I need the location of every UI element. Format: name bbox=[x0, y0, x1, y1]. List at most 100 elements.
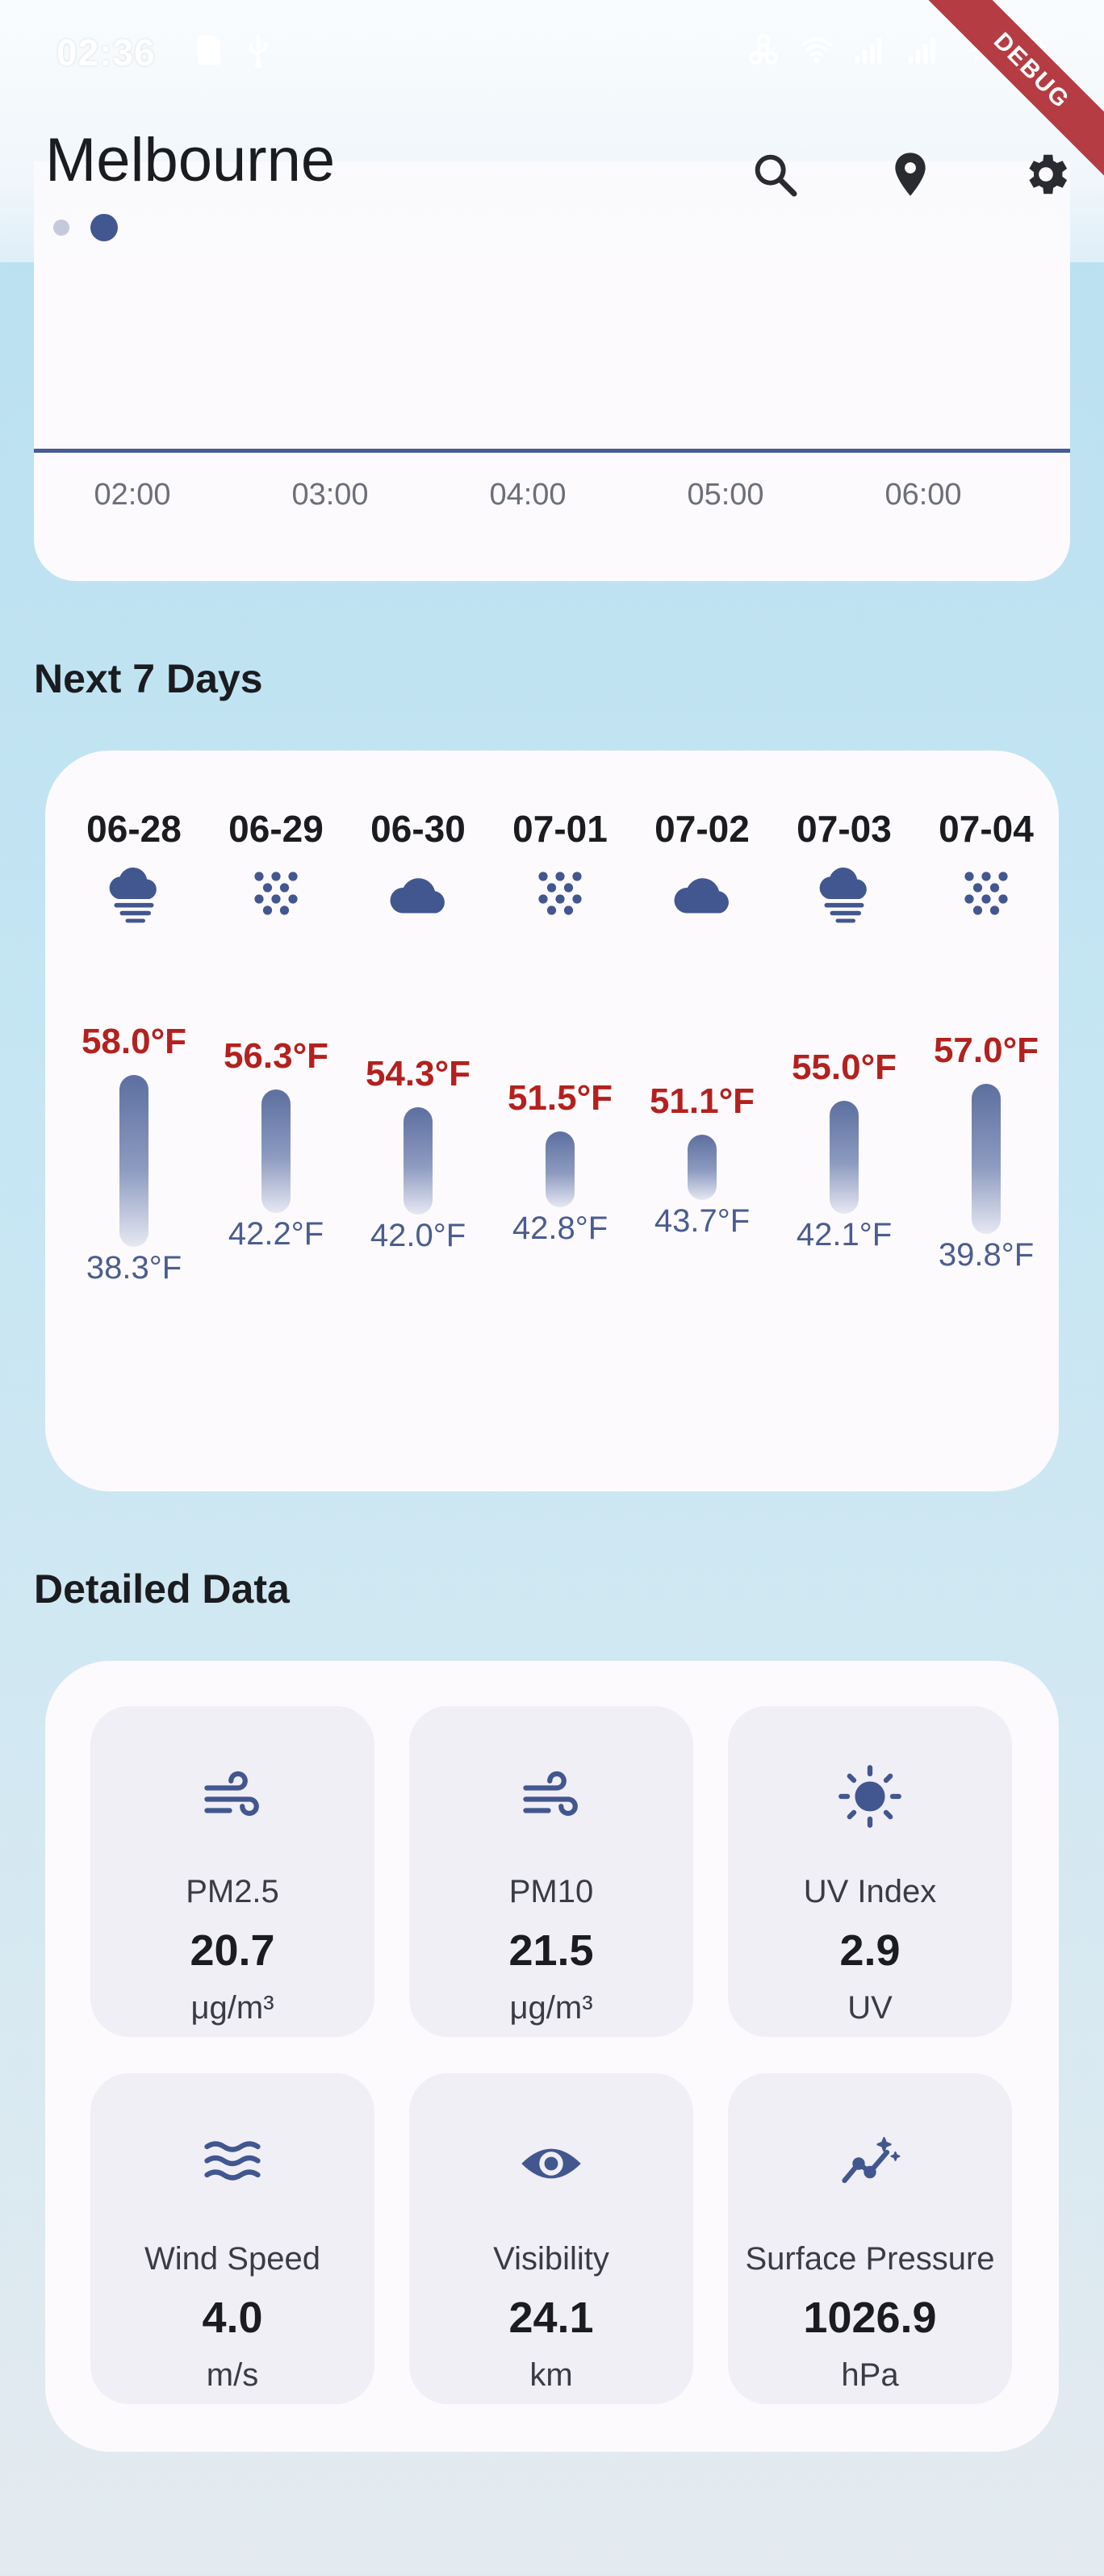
app-header: 02:36 Melbourne bbox=[0, 0, 1104, 262]
fog-cloud-icon bbox=[100, 859, 168, 927]
detail-unit: hPa bbox=[841, 2357, 899, 2393]
forecast-date: 06-29 bbox=[228, 808, 324, 850]
fog-cloud-icon bbox=[810, 859, 878, 927]
forecast-date: 07-04 bbox=[939, 808, 1034, 850]
detail-tile-uv-index: UV Index 2.9 UV bbox=[728, 1706, 1012, 2037]
detail-label: Wind Speed bbox=[144, 2241, 320, 2277]
page-indicator[interactable] bbox=[53, 214, 118, 241]
hour-label: 02:00 bbox=[94, 478, 171, 512]
detail-label: Surface Pressure bbox=[745, 2241, 995, 2277]
forecast-day[interactable]: 07-02 51.1°F 43.7°F bbox=[631, 751, 773, 1491]
wifi-icon bbox=[799, 32, 834, 68]
seven-day-forecast-card[interactable]: 06-28 58.0°F 38.3°F 06-29 56.3°F 42.2°F 06-30 5… bbox=[45, 751, 1059, 1491]
detail-unit: m/s bbox=[206, 2357, 259, 2393]
search-button[interactable] bbox=[746, 145, 804, 203]
forecast-low-temp: 42.0°F bbox=[370, 1218, 466, 1253]
temperature-range-bar bbox=[261, 1089, 291, 1213]
status-time: 02:36 bbox=[56, 31, 156, 73]
usb-icon bbox=[240, 32, 276, 68]
eye-icon bbox=[517, 2130, 585, 2198]
location-pin-icon bbox=[895, 153, 926, 196]
hour-label: 04:00 bbox=[489, 478, 567, 512]
forecast-day[interactable]: 06-28 58.0°F 38.3°F bbox=[63, 751, 205, 1491]
forecast-low-temp: 42.2°F bbox=[228, 1215, 324, 1252]
detail-label: Visibility bbox=[493, 2241, 609, 2277]
detail-value: 1026.9 bbox=[803, 2294, 937, 2342]
forecast-date: 06-30 bbox=[370, 808, 466, 850]
detail-label: PM10 bbox=[508, 1874, 594, 1909]
sun-icon bbox=[836, 1763, 904, 1830]
detail-tile-surface-pressure: Surface Pressure 1026.9 hPa bbox=[728, 2073, 1012, 2404]
signal-icon bbox=[905, 32, 941, 68]
search-icon bbox=[755, 154, 797, 197]
hour-label: 06:00 bbox=[884, 478, 962, 512]
forecast-day[interactable]: 06-30 54.3°F 42.0°F bbox=[347, 751, 489, 1491]
settings-button[interactable] bbox=[1017, 145, 1075, 203]
cloud-icon bbox=[384, 859, 452, 927]
temperature-range-bar bbox=[404, 1106, 433, 1215]
forecast-date: 07-02 bbox=[654, 808, 750, 850]
hour-label: 03:00 bbox=[291, 478, 369, 512]
detail-value: 21.5 bbox=[508, 1926, 594, 1975]
pressure-chart-icon bbox=[836, 2130, 904, 2198]
temperature-range-bar bbox=[830, 1101, 859, 1214]
detail-unit: μg/m³ bbox=[190, 1990, 274, 2026]
temperature-range-bar bbox=[546, 1131, 575, 1208]
detail-tile-wind-speed: Wind Speed 4.0 m/s bbox=[90, 2073, 374, 2404]
page-title: Melbourne bbox=[45, 126, 336, 194]
forecast-high-temp: 55.0°F bbox=[791, 1048, 897, 1088]
cloud-icon bbox=[668, 859, 736, 927]
detail-label: UV Index bbox=[803, 1874, 937, 1909]
detailed-data-title: Detailed Data bbox=[34, 1566, 290, 1612]
wind-icon bbox=[199, 1763, 266, 1830]
detail-label: PM2.5 bbox=[186, 1874, 279, 1909]
forecast-high-temp: 51.1°F bbox=[649, 1081, 755, 1122]
status-left-icons bbox=[190, 32, 276, 68]
forecast-high-temp: 58.0°F bbox=[81, 1021, 187, 1061]
sim-card-icon bbox=[190, 32, 226, 68]
temperature-range-bar bbox=[688, 1135, 717, 1200]
snow-dots-icon bbox=[952, 859, 1020, 927]
wind-icon bbox=[517, 1763, 585, 1830]
hotspot-icon bbox=[746, 32, 781, 68]
forecast-day[interactable]: 07-04 57.0°F 39.8°F bbox=[915, 751, 1057, 1491]
forecast-date: 07-03 bbox=[797, 808, 892, 850]
detail-tile-visibility: Visibility 24.1 km bbox=[409, 2073, 693, 2404]
detail-value: 24.1 bbox=[508, 2294, 594, 2342]
detail-tile-pm10: PM10 21.5 μg/m³ bbox=[409, 1706, 693, 2037]
hour-label: 05:00 bbox=[687, 478, 764, 512]
snow-dots-icon bbox=[242, 859, 310, 927]
page-dot-active[interactable] bbox=[90, 214, 118, 241]
forecast-low-temp: 42.1°F bbox=[796, 1216, 893, 1252]
charging-icon bbox=[959, 32, 994, 68]
hourly-temperature-line bbox=[34, 449, 1070, 453]
detail-value: 4.0 bbox=[202, 2294, 263, 2342]
detail-value: 20.7 bbox=[190, 1926, 275, 1975]
temperature-range-bar bbox=[119, 1074, 148, 1248]
detail-value: 2.9 bbox=[839, 1926, 901, 1975]
forecast-day[interactable]: 07-03 55.0°F 42.1°F bbox=[773, 751, 915, 1491]
detailed-data-card: PM2.5 20.7 μg/m³ PM10 21.5 μg/m³ UV Index 2.9 UV… bbox=[45, 1661, 1059, 2452]
forecast-high-temp: 51.5°F bbox=[507, 1078, 613, 1119]
forecast-day[interactable]: 06-29 56.3°F 42.2°F bbox=[205, 751, 347, 1491]
forecast-low-temp: 43.7°F bbox=[654, 1202, 751, 1239]
header-actions bbox=[746, 145, 1075, 203]
next-days-title: Next 7 Days bbox=[34, 656, 263, 701]
detail-tile-pm2-5: PM2.5 20.7 μg/m³ bbox=[90, 1706, 374, 2037]
temperature-range-bar bbox=[972, 1083, 1001, 1234]
forecast-low-temp: 39.8°F bbox=[938, 1236, 1035, 1273]
detail-unit: km bbox=[529, 2357, 573, 2393]
forecast-low-temp: 38.3°F bbox=[86, 1250, 182, 1286]
detail-unit: UV bbox=[847, 1990, 893, 2026]
forecast-high-temp: 54.3°F bbox=[365, 1053, 471, 1094]
forecast-low-temp: 42.8°F bbox=[512, 1211, 608, 1247]
signal-icon bbox=[852, 32, 888, 68]
location-button[interactable] bbox=[881, 145, 939, 203]
forecast-date: 07-01 bbox=[512, 808, 608, 850]
forecast-date: 06-28 bbox=[86, 808, 182, 850]
forecast-high-temp: 56.3°F bbox=[223, 1036, 329, 1077]
forecast-day[interactable]: 07-01 51.5°F 42.8°F bbox=[489, 751, 631, 1491]
page-dot-inactive[interactable] bbox=[53, 220, 69, 236]
forecast-high-temp: 57.0°F bbox=[933, 1030, 1039, 1070]
gear-icon bbox=[1029, 154, 1068, 194]
